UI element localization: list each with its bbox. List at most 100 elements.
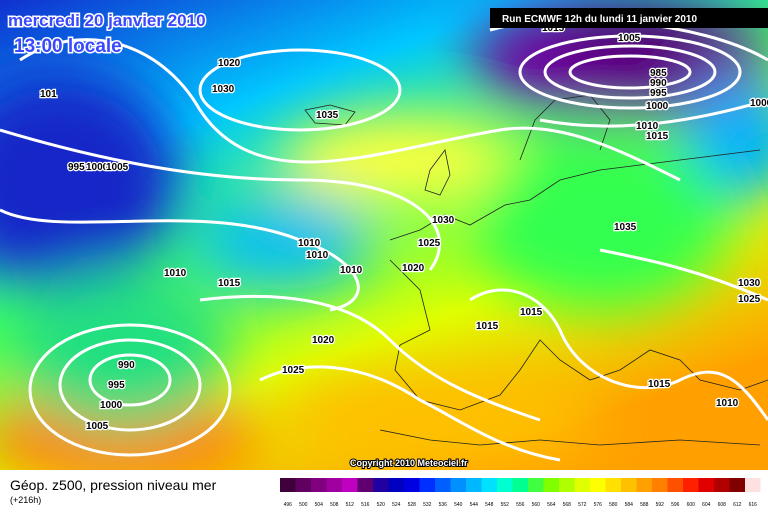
scale-swatch [683,478,699,492]
scale-level: 520 [377,502,386,508]
copyright: Copyright 2010 Meteociel.fr [350,458,468,468]
scale-level: 560 [532,502,541,508]
scale-level: 576 [594,502,603,508]
scale-swatch [357,478,373,492]
isobar-label: 1010 [716,398,739,409]
scale-swatch [326,478,342,492]
isobar-label: 1035 [614,222,637,233]
scale-swatch [745,478,761,492]
isobar-label: 1005 [106,162,129,173]
isobar-label: 1010 [340,265,363,276]
scale-level: 588 [640,502,649,508]
scale-level: 564 [547,502,556,508]
isobar-label: 1025 [418,238,441,249]
scale-level: 500 [299,502,308,508]
scale-swatch [481,478,497,492]
isobar-label: 1010 [298,238,321,249]
scale-swatch [497,478,513,492]
scale-level: 556 [516,502,525,508]
scale-swatch [528,478,544,492]
scale-level: 584 [625,502,634,508]
scale-level: 524 [392,502,401,508]
scale-swatch [342,478,358,492]
scale-level: 600 [687,502,696,508]
scale-swatch [280,478,296,492]
isobar-label: 1015 [218,278,241,289]
isobar-label: 1000 [100,400,123,411]
scale-level: 616 [749,502,758,508]
scale-swatch [574,478,590,492]
footer-title: Géop. z500, pression niveau mer [10,477,217,493]
scale-level: 496 [284,502,293,508]
scale-level: 552 [501,502,510,508]
scale-swatch [450,478,466,492]
footer-lead: (+216h) [10,495,41,505]
scale-level: 572 [578,502,587,508]
isobar-label: 990 [118,360,135,371]
isobar-label: 1035 [316,110,339,121]
scale-swatch [295,478,311,492]
run-info: Run ECMWF 12h du lundi 11 janvier 2010 [502,14,697,25]
scale-level: 548 [485,502,494,508]
scale-swatch [512,478,528,492]
isobar-label: 995 [650,88,667,99]
scale-swatch [605,478,621,492]
isobar-labels: 1015100598599099510001000101010151020103… [39,22,768,434]
scale-swatch [636,478,652,492]
isobar-label: 1005 [618,33,641,44]
run-box [490,8,768,28]
scale-level: 504 [315,502,324,508]
isobar-label: 1000 [750,98,768,109]
scale-swatch [667,478,683,492]
scale-swatch [590,478,606,492]
isobar-label: 1015 [520,307,543,318]
isobar-label: 1005 [86,421,109,432]
isobar-label: 985 [650,68,667,79]
isobar-label: 1030 [212,84,235,95]
scale-swatch [698,478,714,492]
isobar-label: 1010 [636,121,659,132]
scale-swatch [559,478,575,492]
scale-swatch [311,478,327,492]
scale-swatch [652,478,668,492]
scale-level: 540 [454,502,463,508]
scale-swatch [729,478,745,492]
isobar-label: 1010 [306,250,329,261]
isobar-label: 1030 [432,215,455,226]
scale-level: 592 [656,502,665,508]
forecast-date: mercredi 20 janvier 2010 [8,11,206,30]
scale-level: 508 [330,502,339,508]
scale-level: 608 [718,502,727,508]
scale-level: 612 [733,502,742,508]
scale-swatch [466,478,482,492]
isobar-label: 1020 [402,263,425,274]
isobar-label: 1000 [86,162,109,173]
isobar-label: 995 [68,162,85,173]
isobar-label: 1015 [648,379,671,390]
scale-level: 536 [439,502,448,508]
scale-level: 568 [563,502,572,508]
scale-level: 604 [702,502,711,508]
isobar-label: 1030 [738,278,761,289]
scale-swatch [419,478,435,492]
scale-level: 544 [470,502,479,508]
forecast-time: 13:00 locale [14,36,122,57]
scale-swatch [388,478,404,492]
scale-level: 532 [423,502,432,508]
scale-level: 528 [408,502,417,508]
scale-level: 512 [346,502,355,508]
isobar-label: 1025 [738,294,761,305]
scale-swatch [373,478,389,492]
isobar-label: 1000 [646,101,669,112]
isobar-label: 1020 [312,335,335,346]
scale-level: 596 [671,502,680,508]
coastlines [304,94,768,446]
scale-swatch [714,478,730,492]
isobar-label: 101 [40,89,57,100]
isobar-label: 1015 [646,131,669,142]
isobar-label: 995 [108,380,125,391]
color-scale: 496 500 504 508 512 516 520 524 528 532 536 540 544 5… [280,478,761,508]
isobar-label: 990 [650,78,667,89]
